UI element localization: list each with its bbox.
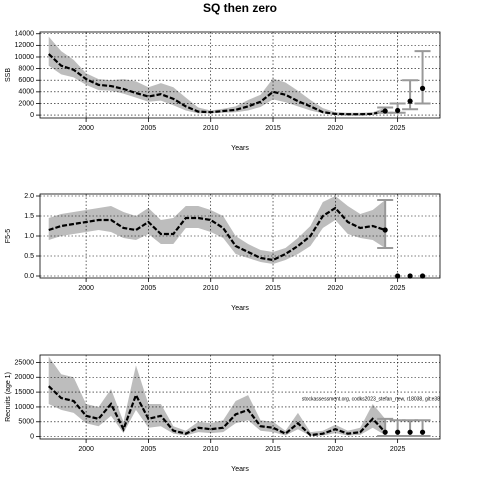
projection-point [407, 273, 413, 279]
x-tick-label: 2005 [141, 125, 157, 132]
x-axis-label: Years [231, 305, 249, 312]
projection-point [382, 108, 388, 114]
y-tick-label: 0 [30, 112, 34, 119]
y-tick-label: 0 [30, 433, 34, 440]
x-tick-label: 2015 [265, 446, 281, 453]
x-tick-label: 2020 [328, 285, 344, 292]
y-tick-label: 10000 [15, 54, 35, 61]
x-tick-label: 2025 [390, 285, 406, 292]
x-tick-label: 2025 [390, 125, 406, 132]
estimate-line [47, 53, 386, 116]
projection-point [382, 227, 388, 233]
estimate-line [47, 385, 386, 437]
confidence-band [48, 36, 386, 115]
projection-point [419, 85, 426, 91]
y-tick-label: 14000 [15, 31, 35, 38]
x-axis-label: Years [231, 466, 249, 473]
y-tick-label: 15000 [15, 389, 35, 396]
y-tick-label: 1.5 [24, 213, 34, 220]
y-tick-label: 2.0 [24, 193, 34, 200]
estimate-line [48, 206, 386, 262]
projection-point [419, 273, 426, 279]
y-tick-label: 6000 [18, 77, 34, 84]
projection-point [395, 273, 401, 279]
x-tick-label: 2010 [203, 125, 219, 132]
projection-point [395, 429, 401, 435]
figure-title: SQ then zero [203, 1, 277, 15]
y-tick-label: 25000 [15, 359, 35, 366]
y-tick-label: 1.0 [24, 233, 34, 240]
x-tick-label: 2005 [141, 446, 157, 453]
confidence-band [48, 196, 386, 264]
projection-point [395, 107, 401, 114]
x-tick-label: 2000 [78, 446, 94, 453]
x-tick-label: 2000 [78, 285, 94, 292]
x-tick-label: 2020 [328, 125, 344, 132]
y-tick-label: 2000 [18, 100, 34, 107]
x-tick-label: 2020 [328, 446, 344, 453]
y-tick-label: 0.5 [24, 253, 34, 260]
y-tick-label: 0.0 [24, 273, 34, 280]
annotation: stockassessment.org, codks2023_stefan_ne… [302, 396, 440, 402]
y-tick-label: 10000 [15, 404, 35, 411]
x-tick-label: 2005 [141, 285, 157, 292]
x-tick-label: 2000 [78, 125, 94, 132]
projection-point [419, 429, 426, 435]
x-tick-label: 2010 [203, 446, 219, 453]
y-tick-label: 5000 [18, 419, 34, 426]
y-axis-label: SSB [5, 68, 12, 82]
projection-point [407, 98, 413, 104]
y-tick-label: 12000 [15, 42, 35, 49]
x-tick-label: 2015 [265, 125, 281, 132]
projection-point [382, 429, 388, 435]
y-tick-label: 4000 [18, 89, 34, 96]
projection-point [407, 429, 413, 435]
y-tick-label: 8000 [18, 65, 34, 72]
x-tick-label: 2010 [203, 285, 219, 292]
x-axis-label: Years [231, 145, 249, 152]
x-tick-label: 2025 [390, 446, 406, 453]
y-tick-label: 20000 [15, 374, 35, 381]
y-axis-label: Recruits (age 1) [5, 372, 12, 422]
y-axis-label: F5-5 [5, 229, 12, 244]
plot-frame [39, 354, 441, 440]
x-tick-label: 2015 [265, 285, 281, 292]
plot-frame [39, 31, 441, 119]
